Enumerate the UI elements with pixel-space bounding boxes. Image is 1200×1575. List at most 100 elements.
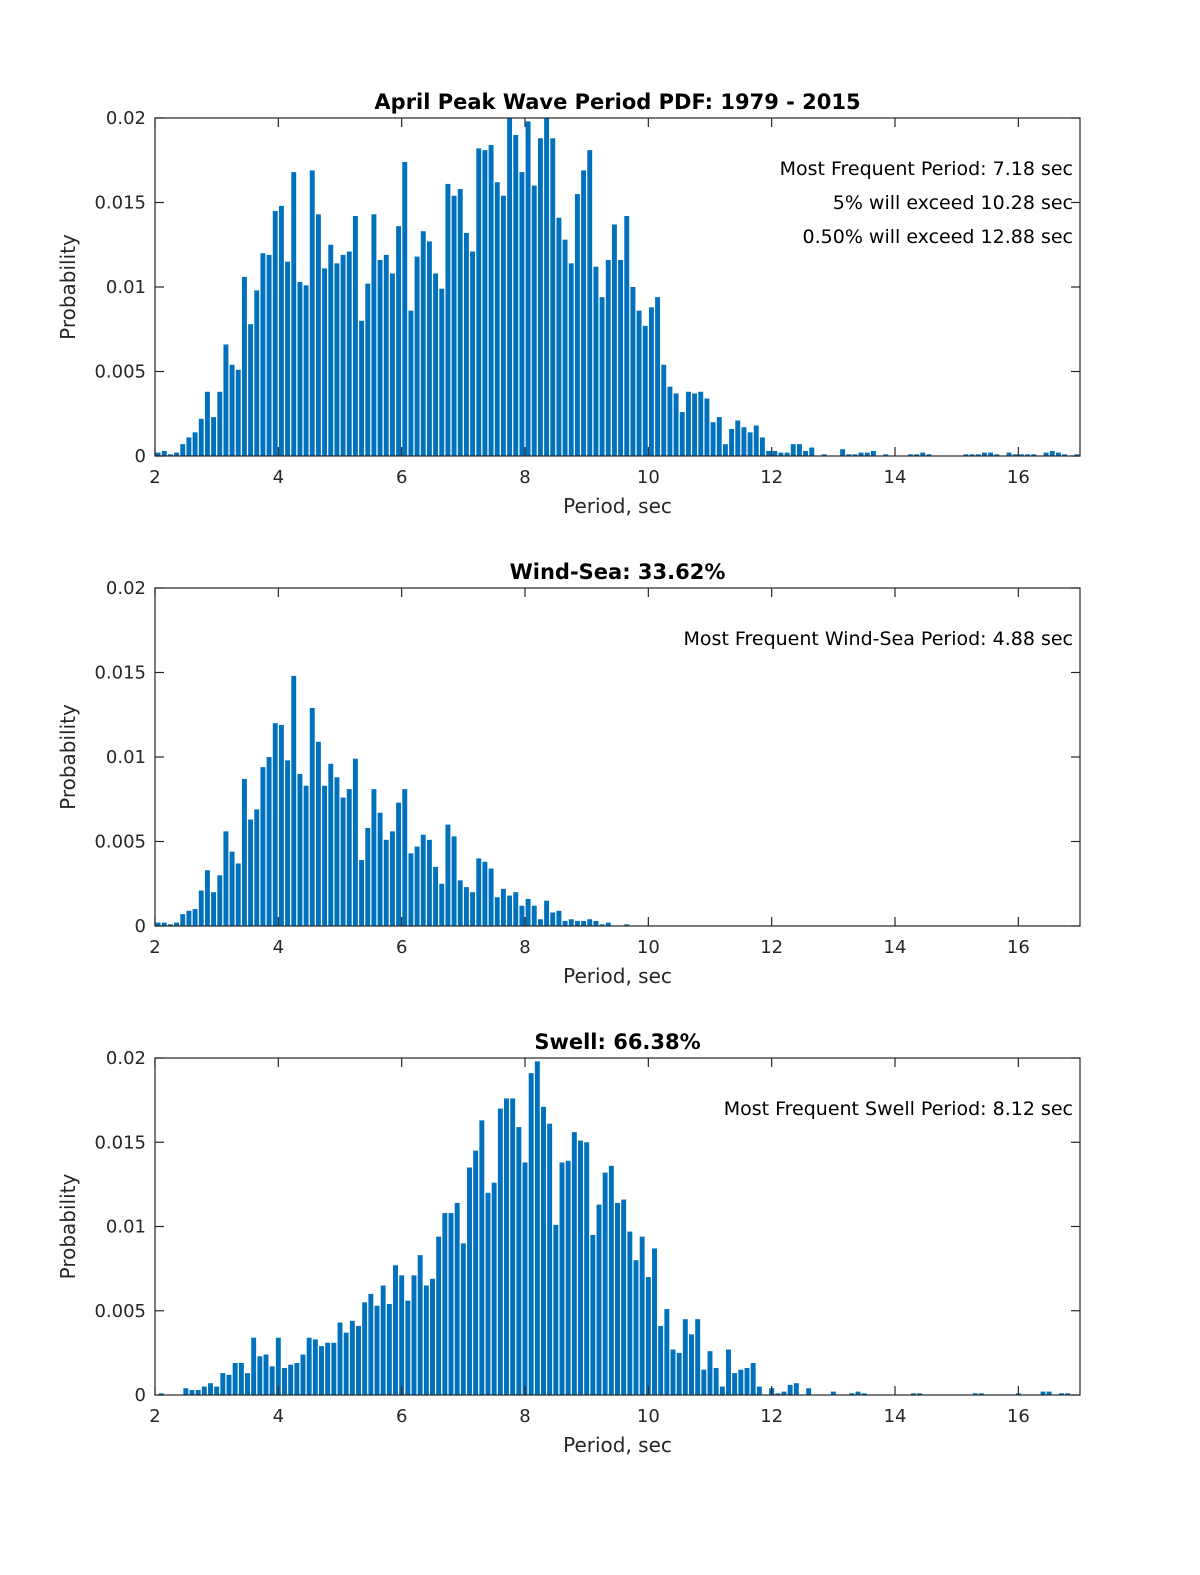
bar <box>803 450 809 456</box>
bar <box>260 253 266 456</box>
bar <box>278 724 284 926</box>
bar <box>334 263 340 456</box>
bar <box>852 454 858 456</box>
bar <box>204 391 210 456</box>
bar <box>319 1346 324 1395</box>
bar <box>1062 454 1068 456</box>
y-tick-label: 0.015 <box>94 663 146 684</box>
bar <box>790 444 796 456</box>
bar <box>309 170 315 456</box>
bar <box>266 254 272 456</box>
bar <box>772 450 778 456</box>
bar <box>553 1224 559 1395</box>
bar <box>525 898 531 926</box>
bar <box>981 452 987 456</box>
x-axis-label: Period, sec <box>563 1433 672 1457</box>
bar <box>624 216 630 456</box>
bar <box>615 1202 620 1395</box>
bar <box>846 454 852 456</box>
bar <box>1040 1391 1046 1395</box>
bar <box>975 454 981 456</box>
bar <box>519 172 525 456</box>
bar <box>241 276 247 456</box>
bar <box>747 432 753 456</box>
bar <box>226 1374 232 1395</box>
bar <box>451 836 457 926</box>
bar <box>340 254 346 456</box>
bar <box>534 1061 540 1395</box>
bar <box>161 450 167 456</box>
bar <box>220 1373 226 1395</box>
bar <box>920 452 926 456</box>
bar <box>627 1231 633 1395</box>
bar <box>457 880 463 926</box>
bar <box>399 1275 405 1395</box>
bar <box>439 883 445 926</box>
bar <box>269 1366 275 1395</box>
bar <box>470 892 476 926</box>
bar <box>556 910 562 926</box>
bar <box>556 217 562 456</box>
x-tick-label: 14 <box>884 467 907 488</box>
bar <box>445 183 451 456</box>
y-axis-label: Probability <box>56 234 80 340</box>
bar <box>214 1386 220 1395</box>
bar <box>442 1213 448 1395</box>
bar <box>707 1351 713 1395</box>
bar <box>578 1140 583 1395</box>
bar <box>315 741 321 926</box>
y-tick-label: 0.015 <box>94 1132 146 1153</box>
bar <box>161 922 167 926</box>
x-tick-label: 10 <box>637 937 660 958</box>
y-tick-label: 0.02 <box>106 578 146 599</box>
bar <box>383 254 389 456</box>
bar <box>679 412 685 456</box>
bar <box>883 454 889 456</box>
bar <box>587 919 593 926</box>
bar <box>574 920 580 926</box>
bar <box>232 1362 238 1395</box>
bar <box>722 444 728 456</box>
subplot-3: 2 4 6 8 10 12 14 16 0 0.005 0.01 0.015 0.02 Period, s… <box>56 1030 1081 1457</box>
bar <box>507 118 513 456</box>
bar <box>741 427 747 456</box>
bar <box>408 853 414 926</box>
bar <box>858 452 864 456</box>
bar <box>245 1373 250 1395</box>
bar <box>328 244 334 456</box>
bar <box>383 839 389 926</box>
bar <box>793 1383 799 1395</box>
bar <box>544 900 550 926</box>
bar <box>658 1325 664 1395</box>
y-tick-label: 0 <box>135 446 146 467</box>
bar <box>864 452 870 456</box>
bar <box>328 763 334 926</box>
bar <box>655 297 661 456</box>
bar <box>331 1342 337 1395</box>
bar <box>670 1349 676 1395</box>
bar <box>241 778 247 926</box>
bar <box>513 892 519 926</box>
bar <box>352 216 358 456</box>
bar <box>322 785 328 926</box>
bar <box>639 1236 645 1395</box>
bar <box>282 1368 287 1395</box>
bar <box>753 425 759 456</box>
bar <box>528 1073 534 1395</box>
bar <box>1025 454 1031 456</box>
bar <box>389 831 395 926</box>
x-tick-label: 2 <box>149 937 160 958</box>
bar <box>334 777 340 926</box>
bar <box>1059 1393 1064 1395</box>
bar <box>362 1302 368 1395</box>
subplot-2: 2 4 6 8 10 12 14 16 0 0.005 0.01 0.015 0.02 Period, s… <box>56 560 1081 988</box>
bar <box>605 259 611 456</box>
bar <box>565 1160 571 1395</box>
y-tick-label: 0.02 <box>106 108 146 129</box>
bar <box>303 785 309 926</box>
bar <box>223 831 229 926</box>
y-tick-label: 0.02 <box>106 1048 146 1069</box>
bar <box>470 251 476 456</box>
bar <box>1046 1391 1052 1395</box>
bar <box>624 924 630 926</box>
